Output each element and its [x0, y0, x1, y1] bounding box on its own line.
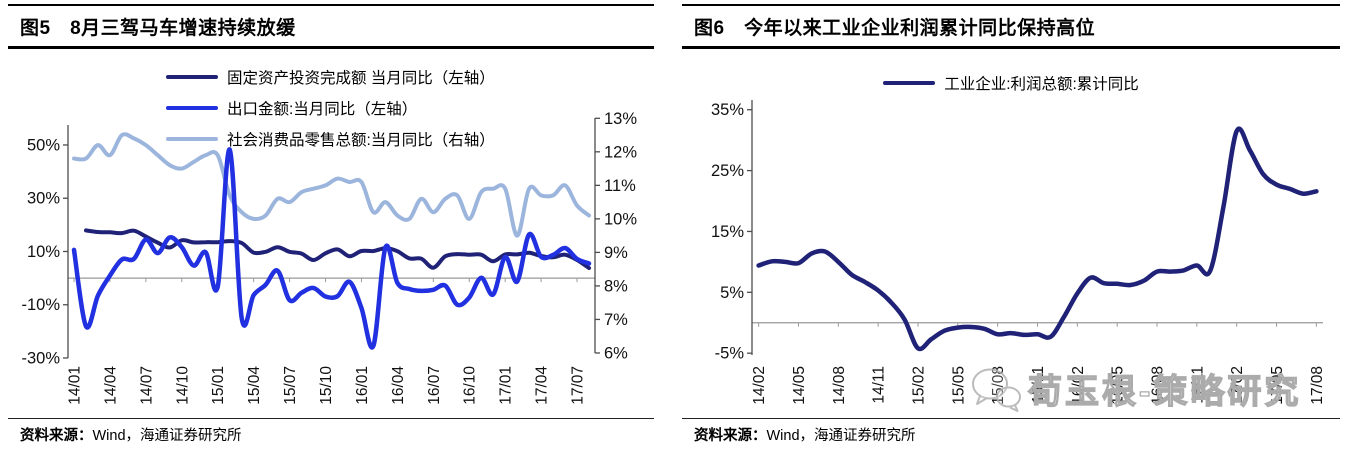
svg-text:16/01: 16/01 — [354, 366, 371, 405]
svg-text:16/02: 16/02 — [1070, 366, 1087, 405]
svg-text:30%: 30% — [27, 190, 60, 208]
svg-text:17/02: 17/02 — [1229, 366, 1246, 405]
svg-text:15/11: 15/11 — [1030, 366, 1047, 404]
legend-label: 社会消费品零售总额:当月同比（右轴） — [227, 132, 495, 149]
title-rule — [682, 46, 1340, 49]
svg-text:15/07: 15/07 — [282, 366, 299, 405]
legend-label: 出口金额:当月同比（左轴） — [227, 101, 418, 118]
source-text: Wind，海通证券研究所 — [92, 428, 242, 444]
svg-text:-10%: -10% — [21, 296, 60, 314]
svg-text:15/02: 15/02 — [910, 366, 927, 405]
svg-text:11%: 11% — [604, 177, 636, 195]
source-line: 资料来源：Wind，海通证券研究所 — [20, 424, 242, 445]
source-rule — [8, 418, 654, 419]
svg-text:17/04: 17/04 — [534, 366, 551, 405]
svg-text:14/08: 14/08 — [831, 366, 848, 405]
svg-text:15/10: 15/10 — [318, 366, 335, 405]
legend-line-swatch — [883, 81, 936, 85]
svg-text:50%: 50% — [27, 136, 60, 154]
svg-text:15/08: 15/08 — [990, 366, 1007, 405]
legend-line-swatch — [166, 137, 218, 141]
legend-item: 工业企业:利润总额:累计同比 — [883, 72, 1139, 94]
svg-text:16/11: 16/11 — [1189, 366, 1206, 404]
source-label: 资料来源： — [694, 428, 767, 444]
svg-text:15/05: 15/05 — [950, 366, 967, 405]
svg-text:14/04: 14/04 — [102, 366, 119, 405]
legend-item: 出口金额:当月同比（左轴） — [166, 97, 495, 119]
svg-text:16/08: 16/08 — [1150, 366, 1167, 405]
source-line: 资料来源：Wind，海通证券研究所 — [694, 424, 916, 445]
top-rule — [682, 4, 1340, 6]
svg-text:16/07: 16/07 — [426, 366, 443, 405]
source-text: Wind，海通证券研究所 — [766, 428, 916, 444]
legend-item: 固定资产投资完成额 当月同比（左轴） — [166, 66, 495, 88]
legend-label: 固定资产投资完成额 当月同比（左轴） — [227, 70, 495, 87]
svg-text:5%: 5% — [720, 284, 744, 302]
svg-text:25%: 25% — [711, 162, 744, 180]
svg-text:13%: 13% — [604, 110, 637, 128]
svg-text:17/07: 17/07 — [570, 366, 587, 405]
svg-text:15%: 15% — [711, 223, 744, 241]
legend-line-swatch — [166, 75, 218, 79]
svg-text:14/11: 14/11 — [871, 366, 888, 404]
svg-text:17/01: 17/01 — [498, 366, 515, 405]
svg-text:15/01: 15/01 — [210, 366, 227, 405]
line-chart-industrial-profit: 35% 25% 15% 5% -5% 14/02 14/05 14/08 14/11 15/02 1… — [711, 100, 1326, 405]
chart-legend: 固定资产投资完成额 当月同比（左轴） 出口金额:当月同比（左轴） 社会消费品零售总额… — [166, 66, 495, 159]
svg-text:14/07: 14/07 — [138, 366, 155, 405]
legend-item: 社会消费品零售总额:当月同比（右轴） — [166, 128, 495, 150]
svg-text:8%: 8% — [604, 277, 628, 295]
svg-text:14/05: 14/05 — [791, 366, 808, 405]
svg-text:14/02: 14/02 — [751, 366, 768, 405]
svg-text:7%: 7% — [604, 311, 628, 329]
top-rule — [8, 4, 654, 6]
figure6-title: 图6 今年以来工业企业利润累计同比保持高位 — [694, 18, 1096, 39]
svg-text:16/05: 16/05 — [1110, 366, 1127, 405]
svg-text:17/05: 17/05 — [1269, 366, 1286, 405]
figure6-panel: 图6 今年以来工业企业利润累计同比保持高位 35% 25% 15% 5% -5% 14/0… — [682, 0, 1340, 453]
chart-legend: 工业企业:利润总额:累计同比 — [682, 72, 1340, 103]
svg-text:6%: 6% — [604, 344, 628, 362]
svg-text:15/04: 15/04 — [246, 366, 263, 405]
line-chart-three-carriages: 50% 30% 10% -10% -30% 13% 12% 11% 10% 9% 8% 7% 6% 14/… — [21, 110, 637, 405]
svg-text:12%: 12% — [604, 143, 637, 161]
source-label: 资料来源： — [20, 428, 93, 444]
svg-text:-5%: -5% — [715, 345, 745, 363]
svg-text:-30%: -30% — [21, 350, 60, 368]
svg-text:35%: 35% — [711, 101, 744, 119]
legend-line-swatch — [166, 106, 218, 110]
source-rule — [682, 418, 1340, 419]
svg-text:10%: 10% — [604, 210, 637, 228]
svg-text:14/10: 14/10 — [174, 366, 191, 405]
svg-text:16/04: 16/04 — [390, 366, 407, 405]
svg-text:17/08: 17/08 — [1309, 366, 1326, 405]
svg-text:9%: 9% — [604, 244, 628, 262]
svg-text:16/10: 16/10 — [462, 366, 479, 405]
figure5-panel: 图5 8月三驾马车增速持续放缓 50% 30% 10% -10% -30% 13% 12% 1… — [8, 0, 654, 453]
svg-text:14/01: 14/01 — [66, 366, 83, 405]
figure5-title: 图5 8月三驾马车增速持续放缓 — [20, 18, 296, 39]
title-rule — [8, 46, 654, 49]
svg-text:10%: 10% — [27, 243, 60, 261]
legend-label: 工业企业:利润总额:累计同比 — [944, 76, 1139, 93]
